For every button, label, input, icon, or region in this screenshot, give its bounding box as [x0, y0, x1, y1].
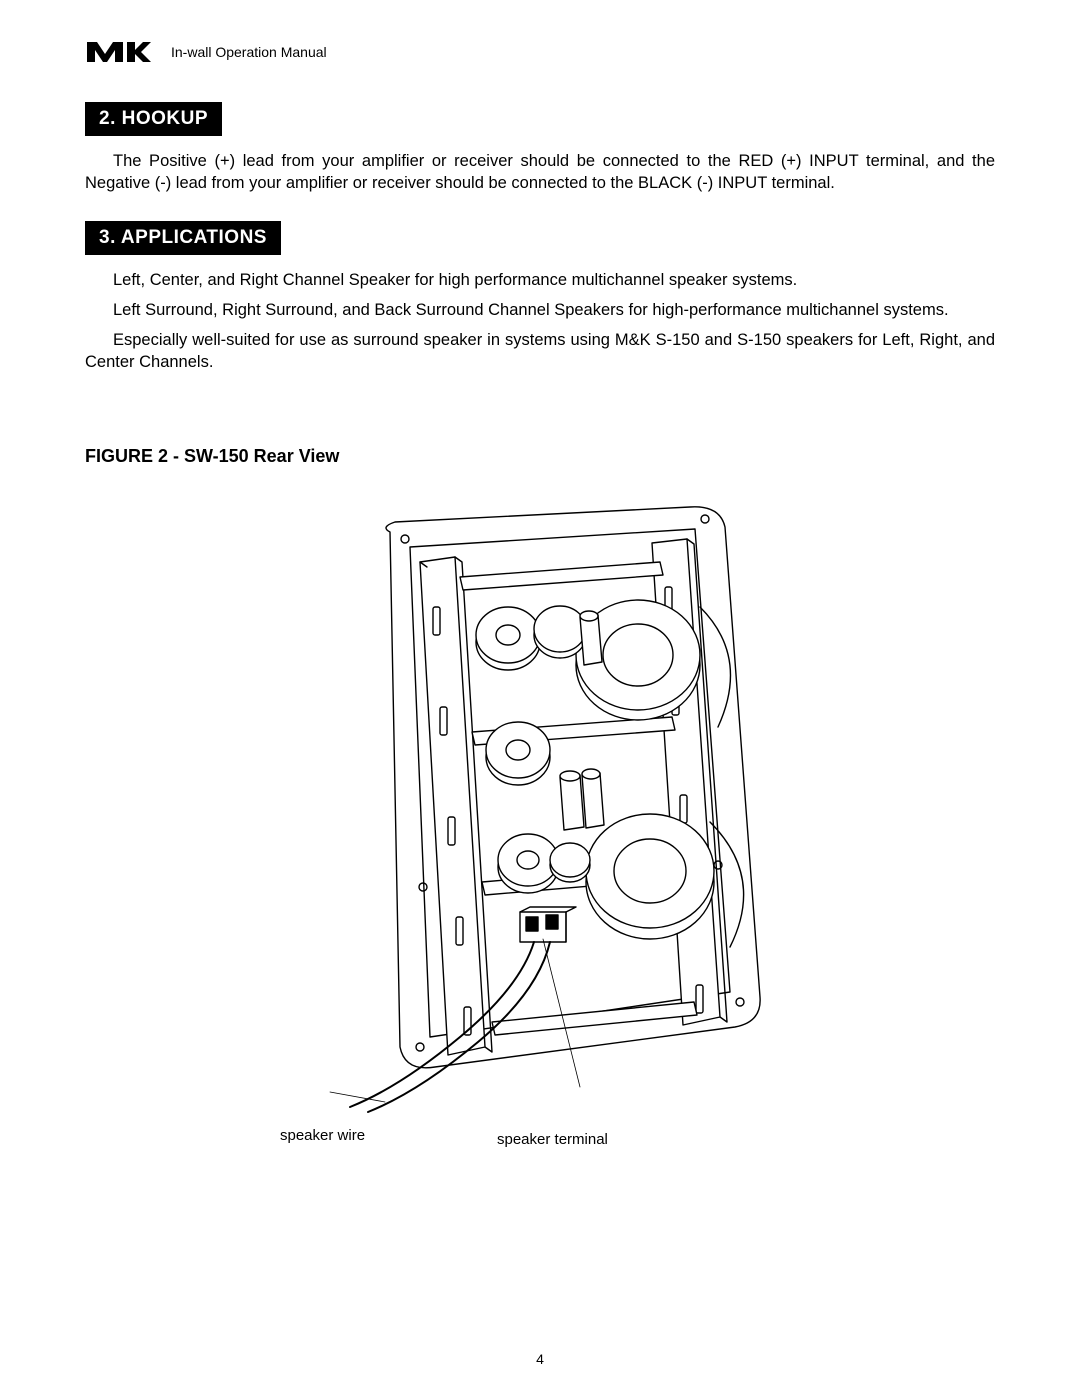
figure-container [85, 487, 995, 1127]
applications-para3: Especially well-suited for use as surrou… [85, 329, 995, 374]
header-doc-title: In-wall Operation Manual [171, 44, 327, 60]
speaker-diagram-icon [220, 487, 860, 1127]
figure-title: FIGURE 2 - SW-150 Rear View [85, 446, 995, 467]
page-number: 4 [536, 1351, 544, 1367]
callout-speaker-terminal: speaker terminal [497, 1131, 608, 1148]
applications-para2: Left Surround, Right Surround, and Back … [85, 299, 995, 321]
hookup-text: The Positive (+) lead from your amplifie… [85, 150, 995, 195]
section-hookup-label: 2. HOOKUP [85, 102, 222, 136]
applications-para1: Left, Center, and Right Channel Speaker … [85, 269, 995, 291]
page-header: In-wall Operation Manual [85, 40, 995, 64]
figure-callouts: speaker wire speaker terminal [85, 1127, 995, 1167]
mk-logo-icon [85, 40, 153, 64]
section-applications-label: 3. APPLICATIONS [85, 221, 281, 255]
callout-speaker-wire: speaker wire [280, 1127, 365, 1144]
